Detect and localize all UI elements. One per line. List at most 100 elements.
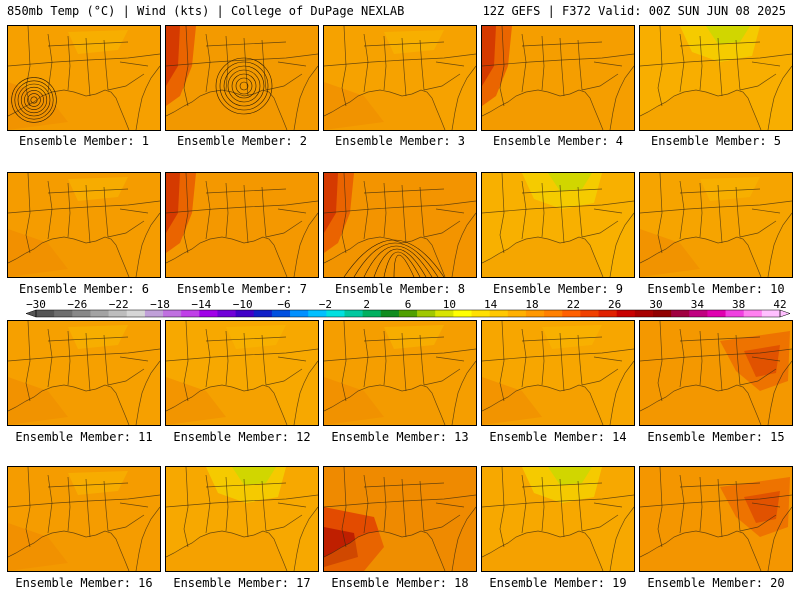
colorbar-tick-label: −6 bbox=[277, 300, 290, 311]
colorbar-swatch bbox=[362, 310, 382, 317]
ensemble-member-label: Ensemble Member: 16 bbox=[15, 576, 153, 590]
colorbar-swatch bbox=[344, 310, 364, 317]
temperature-field bbox=[166, 26, 318, 130]
colorbar-tick-label: 38 bbox=[732, 300, 745, 311]
ensemble-member-label: Ensemble Member: 8 bbox=[334, 282, 466, 296]
colorbar-tick-label: −26 bbox=[67, 300, 87, 311]
ensemble-map-18 bbox=[323, 466, 477, 572]
temperature-field bbox=[482, 173, 634, 277]
colorbar-swatch bbox=[271, 310, 291, 317]
ensemble-member-label: Ensemble Member: 11 bbox=[15, 430, 153, 444]
colorbar-swatch bbox=[689, 310, 708, 317]
colorbar-max-arrow bbox=[779, 309, 791, 318]
colorbar-tick-label: −2 bbox=[319, 300, 332, 311]
ensemble-map-1 bbox=[7, 25, 161, 131]
colorbar-swatch bbox=[616, 310, 636, 317]
colorbar-tick-label: −18 bbox=[150, 300, 170, 311]
colorbar-swatch bbox=[580, 310, 599, 317]
colorbar-swatch bbox=[108, 310, 128, 317]
colorbar-swatch bbox=[290, 310, 309, 317]
colorbar-swatch bbox=[471, 310, 491, 317]
colorbar-tick-label: −10 bbox=[233, 300, 253, 311]
ensemble-member-label: Ensemble Member: 19 bbox=[489, 576, 627, 590]
colorbar-swatch bbox=[562, 310, 581, 317]
temperature-field bbox=[324, 173, 476, 277]
ensemble-map-17 bbox=[165, 466, 319, 572]
colorbar-swatch bbox=[544, 310, 563, 317]
map-title: 850mb Temp (°C) | Wind (kts) | College o… bbox=[7, 4, 405, 18]
colorbar-tick-label: −30 bbox=[26, 300, 46, 311]
ensemble-map-5 bbox=[639, 25, 793, 131]
ensemble-member-label: Ensemble Member: 13 bbox=[331, 430, 469, 444]
colorbar-min-arrow bbox=[25, 309, 37, 318]
colorbar-tick-label: 26 bbox=[608, 300, 621, 311]
colorbar-swatch bbox=[671, 310, 690, 317]
ensemble-member-label: Ensemble Member: 5 bbox=[650, 134, 782, 148]
colorbar-tick-label: 6 bbox=[405, 300, 412, 311]
map-valid-time: 12Z GEFS | F372 Valid: 00Z SUN JUN 08 20… bbox=[482, 4, 786, 18]
colorbar-tick-label: 22 bbox=[567, 300, 580, 311]
colorbar-swatch bbox=[199, 310, 218, 317]
colorbar-swatch bbox=[326, 310, 345, 317]
ensemble-member-label: Ensemble Member: 20 bbox=[647, 576, 785, 590]
ensemble-member-label: Ensemble Member: 17 bbox=[173, 576, 311, 590]
temperature-field bbox=[324, 26, 476, 130]
colorbar-swatch bbox=[144, 310, 164, 317]
colorbar-tick-label: 42 bbox=[773, 300, 786, 311]
temperature-field bbox=[8, 321, 160, 425]
ensemble-map-10 bbox=[639, 172, 793, 278]
ensemble-map-6 bbox=[7, 172, 161, 278]
colorbar-tick-label: 18 bbox=[525, 300, 538, 311]
temperature-field bbox=[324, 467, 476, 571]
ensemble-map-7 bbox=[165, 172, 319, 278]
colorbar-tick-label: −14 bbox=[191, 300, 211, 311]
colorbar-swatch bbox=[380, 310, 400, 317]
ensemble-map-15 bbox=[639, 320, 793, 426]
colorbar-swatch bbox=[181, 310, 200, 317]
ensemble-member-label: Ensemble Member: 18 bbox=[331, 576, 469, 590]
ensemble-map-4 bbox=[481, 25, 635, 131]
temperature-field bbox=[324, 321, 476, 425]
ensemble-member-label: Ensemble Member: 4 bbox=[492, 134, 624, 148]
colorbar-swatch bbox=[36, 310, 55, 317]
colorbar-tick-label: 34 bbox=[691, 300, 705, 311]
ensemble-member-label: Ensemble Member: 1 bbox=[18, 134, 150, 148]
ensemble-map-8 bbox=[323, 172, 477, 278]
colorbar-svg: −30 −26 −22 −18 −14 −10 −6 −2 2 6 10 14 18 22 26 30 34 38… bbox=[25, 300, 791, 318]
ensemble-member-label: Ensemble Member: 14 bbox=[489, 430, 627, 444]
colorbar-swatch bbox=[598, 310, 618, 317]
colorbar-swatch bbox=[217, 310, 237, 317]
ensemble-member-label: Ensemble Member: 12 bbox=[173, 430, 311, 444]
temperature-field bbox=[166, 321, 318, 425]
colorbar-tick-label: −22 bbox=[109, 300, 129, 311]
colorbar-tick-label: 10 bbox=[443, 300, 456, 311]
ensemble-map-19 bbox=[481, 466, 635, 572]
colorbar-swatch bbox=[507, 310, 527, 317]
colorbar-swatch bbox=[453, 310, 472, 317]
colorbar-swatch bbox=[525, 310, 545, 317]
ensemble-member-label: Ensemble Member: 3 bbox=[334, 134, 466, 148]
temperature-field bbox=[640, 173, 792, 277]
colorbar-tick-label: 30 bbox=[649, 300, 662, 311]
colorbar-swatch bbox=[163, 310, 182, 317]
ensemble-member-label: Ensemble Member: 10 bbox=[647, 282, 785, 296]
ensemble-map-11 bbox=[7, 320, 161, 426]
ensemble-map-16 bbox=[7, 466, 161, 572]
ensemble-member-label: Ensemble Member: 7 bbox=[176, 282, 308, 296]
temperature-field bbox=[166, 467, 318, 571]
ensemble-map-9 bbox=[481, 172, 635, 278]
ensemble-member-label: Ensemble Member: 2 bbox=[176, 134, 308, 148]
ensemble-member-label: Ensemble Member: 9 bbox=[492, 282, 624, 296]
colorbar-swatch bbox=[253, 310, 273, 317]
temperature-colorbar: −30 −26 −22 −18 −14 −10 −6 −2 2 6 10 14 18 22 26 30 34 38… bbox=[22, 300, 792, 322]
colorbar-swatch bbox=[398, 310, 418, 317]
ensemble-member-label: Ensemble Member: 15 bbox=[647, 430, 785, 444]
colorbar-swatch bbox=[707, 310, 726, 317]
colorbar-swatch bbox=[235, 310, 255, 317]
ensemble-map-14 bbox=[481, 320, 635, 426]
ensemble-member-label: Ensemble Member: 6 bbox=[18, 282, 150, 296]
temperature-field bbox=[482, 321, 634, 425]
temperature-field bbox=[482, 467, 634, 571]
temperature-field bbox=[640, 26, 792, 130]
temperature-field bbox=[166, 173, 318, 277]
